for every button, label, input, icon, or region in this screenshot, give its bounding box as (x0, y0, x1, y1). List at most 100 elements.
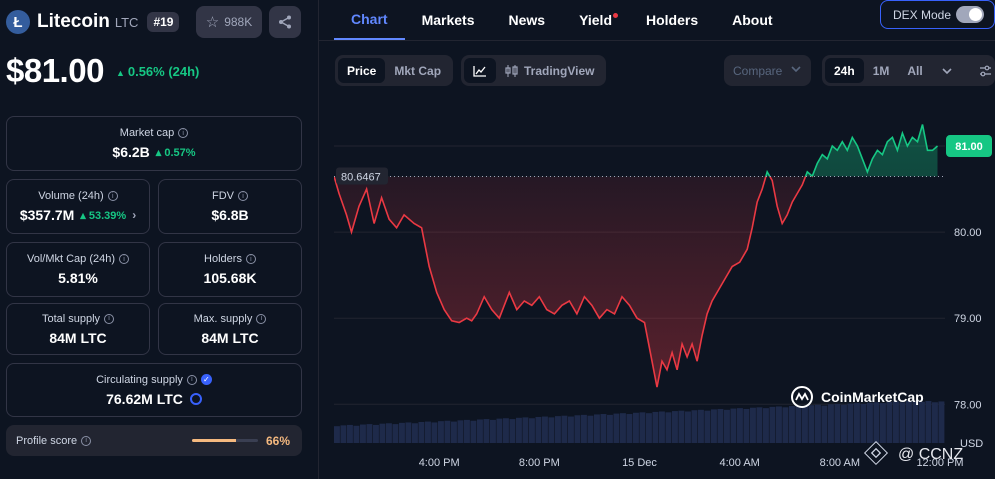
volume-bar (477, 419, 483, 443)
volume-bar (444, 420, 451, 443)
tradingview-button[interactable]: TradingView (496, 58, 603, 83)
y-tick-label: 78.00 (954, 399, 982, 411)
volume-bar (529, 418, 535, 443)
above-reference-fill (334, 124, 938, 177)
volume-bar (379, 423, 386, 443)
x-tick-label: 8:00 AM (820, 457, 860, 469)
below-reference-fill (334, 176, 806, 388)
volume-bar (561, 415, 568, 443)
supply-ring-icon (189, 392, 202, 405)
range-more-button[interactable] (932, 65, 962, 77)
max-supply-card: Max. supply i 84M LTC (158, 303, 302, 355)
volume-bar (438, 421, 444, 443)
chart-settings-button[interactable] (970, 65, 995, 77)
chevron-down-icon (942, 67, 952, 74)
candlestick-icon (505, 64, 518, 77)
volume-bar (756, 407, 763, 443)
info-icon[interactable]: i (178, 128, 189, 138)
volume-bar (405, 422, 412, 443)
vol-mkt-cap-card: Vol/Mkt Cap (24h) i 5.81% (6, 242, 150, 297)
info-icon[interactable]: i (256, 313, 267, 324)
volume-bar (399, 422, 405, 443)
volume-bar (932, 402, 938, 443)
market-cap-value: $6.2B ▴ 0.57% (112, 144, 196, 160)
tradingview-label: TradingView (524, 63, 595, 78)
volume-bar (392, 424, 399, 443)
x-tick-label: 4:00 AM (719, 457, 759, 469)
volume-card[interactable]: Volume (24h) i $357.7M ▴ 53.39% › (6, 179, 150, 234)
volume-bars (334, 401, 945, 443)
reference-price-label: 80.6467 (341, 171, 381, 183)
volume-value: $357.7M ▴ 53.39% › (19, 207, 137, 223)
market-cap-label: Market cap i (120, 127, 189, 139)
mkt-cap-button[interactable]: Mkt Cap (394, 63, 442, 78)
volume-bar (925, 401, 932, 443)
info-icon[interactable]: i (119, 254, 130, 264)
coin-name: Litecoin (37, 11, 110, 32)
info-icon[interactable]: i (107, 191, 118, 201)
holders-value: 105.68K (203, 270, 257, 286)
price-button[interactable]: Price (338, 58, 386, 83)
volume-bar (899, 402, 906, 443)
range-1m-button[interactable]: 1M (872, 63, 890, 78)
price-chart[interactable]: 80.6467 78.00 79.00 80.00 USD 4:00 PM 8:00 PM… (334, 103, 995, 479)
dex-mode-switch[interactable] (956, 6, 984, 23)
range-all-button[interactable]: All (907, 63, 923, 78)
litecoin-logo-icon: Ł (6, 10, 30, 34)
volume-bar (704, 410, 711, 443)
info-icon[interactable]: i (238, 191, 248, 201)
volume-bar (867, 402, 873, 443)
volume-bar (763, 408, 769, 443)
binance-logo-icon (863, 440, 889, 466)
new-dot-icon (613, 13, 618, 18)
tab-markets[interactable]: Markets (421, 12, 475, 28)
rank-badge: #19 (147, 12, 180, 32)
volume-bar (808, 405, 815, 443)
compare-dropdown[interactable]: Compare (724, 55, 811, 86)
volume-bar (828, 404, 834, 443)
tab-holders[interactable]: Holders (646, 12, 699, 28)
switch-knob (969, 8, 982, 21)
volume-bar (847, 403, 854, 443)
volume-bar (912, 401, 919, 443)
profile-score-label: Profile score i (16, 435, 92, 447)
info-icon[interactable]: i (104, 313, 115, 324)
volume-bar (607, 414, 613, 443)
watchlist-button[interactable]: ☆ 988K (196, 6, 262, 38)
price-row: $81.00 ▲ 0.56% (24h) (6, 52, 199, 90)
profile-score-bar (192, 439, 258, 442)
reference-line: 80.6467 (334, 167, 945, 185)
volume-bar (464, 419, 470, 443)
dex-mode-toggle[interactable]: DEX Mode (880, 0, 995, 29)
verified-icon: ✓ (200, 374, 212, 385)
tab-yield[interactable]: Yield (562, 0, 629, 40)
info-icon[interactable]: i (186, 374, 197, 385)
info-icon[interactable]: i (245, 254, 256, 264)
price-line-up (334, 124, 939, 177)
volume-bar (646, 413, 652, 443)
volume-bar (373, 424, 379, 443)
current-price: $81.00 (6, 52, 104, 89)
tab-about[interactable]: About (732, 12, 773, 28)
tab-news[interactable]: News (508, 12, 546, 28)
range-24h-button[interactable]: 24h (825, 58, 864, 83)
tab-chart[interactable]: Chart (334, 0, 405, 40)
profile-score-row[interactable]: Profile score i 66% (6, 425, 302, 456)
line-chart-button[interactable] (464, 58, 496, 83)
coin-header: Ł Litecoin LTC #19 (6, 8, 180, 36)
coin-symbol: LTC (114, 14, 139, 30)
triangle-up-icon: ▲ (115, 67, 125, 78)
volume-bar (581, 414, 587, 443)
current-price-badge (946, 135, 992, 158)
y-tick-label: 80.00 (954, 227, 982, 239)
volume-bar (626, 414, 633, 443)
info-icon[interactable]: i (81, 435, 92, 446)
volume-bar (522, 417, 529, 443)
volume-bar (366, 424, 373, 443)
dex-mode-label: DEX Mode (893, 7, 952, 22)
line-chart-icon (473, 65, 486, 77)
share-button[interactable] (269, 6, 301, 38)
volume-bar (737, 408, 743, 443)
volume-bar (503, 418, 509, 443)
price-chart-svg[interactable]: 80.6467 78.00 79.00 80.00 USD 4:00 PM 8:00 PM… (334, 103, 995, 479)
